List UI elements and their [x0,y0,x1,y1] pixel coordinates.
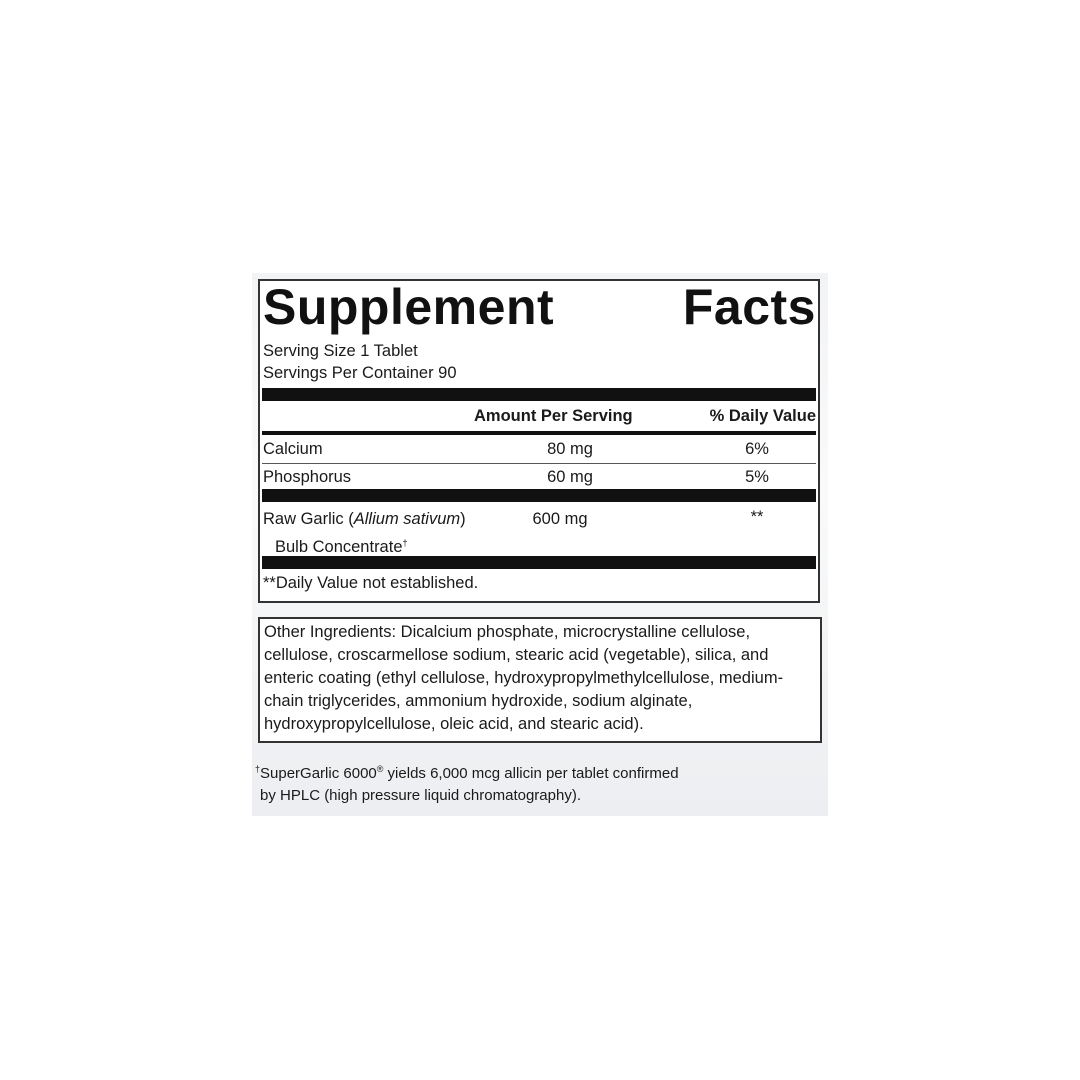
servings-per-container: Servings Per Container 90 [263,364,457,382]
nutrient-amount: 80 mg [547,440,593,458]
title-word-facts: Facts [682,279,816,335]
footnote: †SuperGarlic 6000® yields 6,000 mcg alli… [255,764,679,804]
title-word-supplement: Supplement [263,279,555,335]
nutrient-daily-value: 5% [745,468,769,486]
serving-size: Serving Size 1 Tablet [263,342,418,360]
column-header-amount: Amount Per Serving [474,407,633,425]
nutrient-name: Calcium [263,440,323,458]
divider-thick [262,388,816,401]
nutrient-name-line2: Bulb Concentrate† [275,538,408,556]
divider-thick [262,489,816,502]
column-header-daily-value: % Daily Value [709,407,816,425]
divider-thin [262,463,816,464]
daily-value-note: **Daily Value not established. [263,574,479,592]
nutrient-name: Phosphorus [263,468,352,486]
nutrient-amount: 60 mg [547,468,593,486]
divider-medium [262,431,816,435]
nutrient-daily-value: 6% [745,440,769,458]
other-ingredients: Other Ingredients: Dicalcium phosphate, … [258,617,822,743]
facts-title: Supplement Facts [263,279,816,335]
nutrient-amount: 600 mg [532,510,588,528]
nutrient-name: Raw Garlic (Allium sativum) [263,510,466,528]
divider-thick [262,556,816,569]
nutrient-daily-value: ** [750,508,764,526]
supplement-facts-box: Supplement Facts Serving Size 1 Tablet S… [258,279,820,603]
